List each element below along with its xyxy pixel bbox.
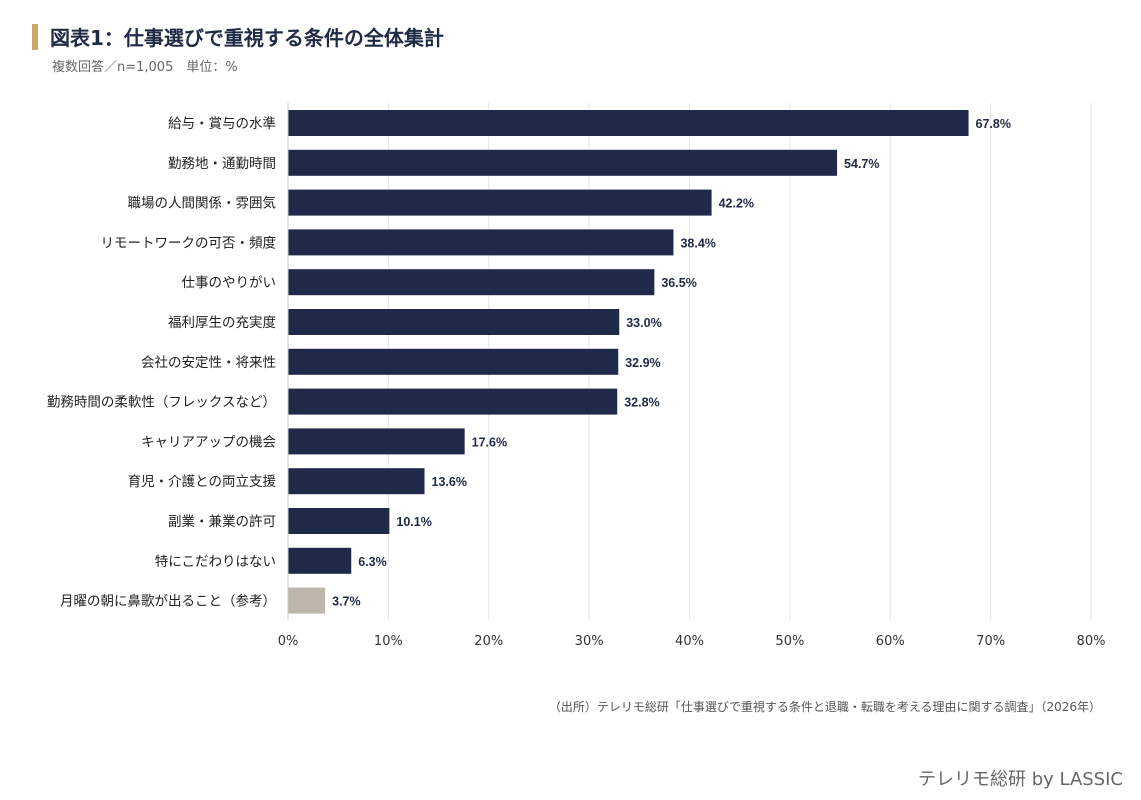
bar (288, 587, 326, 614)
category-label: 勤務時間の柔軟性（フレックスなど） (47, 395, 276, 411)
value-label: 36.5% (661, 276, 696, 290)
x-tick-label: 40% (675, 634, 704, 649)
category-label: 福利厚生の充実度 (168, 315, 276, 331)
x-tick-label: 60% (876, 634, 905, 649)
category-label: 勤務地・通勤時間 (168, 156, 276, 172)
x-tick-label: 10% (374, 634, 403, 649)
bar (288, 229, 674, 256)
category-label: 副業・兼業の許可 (168, 514, 276, 530)
x-tick-label: 50% (775, 634, 804, 649)
x-tick-label: 80% (1077, 634, 1106, 649)
category-label: 特にこだわりはない (155, 554, 276, 570)
value-label: 10.1% (396, 515, 431, 529)
bar (288, 269, 655, 296)
value-label: 42.2% (719, 197, 754, 211)
bar (288, 388, 618, 415)
category-label: 仕事のやりがい (182, 275, 277, 291)
bar (288, 547, 352, 574)
category-label: 会社の安定性・将来性 (141, 355, 276, 371)
value-label: 3.7% (332, 595, 361, 609)
value-label: 33.0% (626, 316, 661, 330)
category-label: 職場の人間関係・雰囲気 (128, 196, 277, 212)
bar (288, 468, 425, 495)
category-label: 給与・賞与の水準 (168, 116, 276, 132)
bar (288, 110, 969, 136)
value-label: 67.8% (976, 117, 1011, 131)
bar (288, 428, 465, 455)
category-label: キャリアアップの機会 (141, 434, 276, 450)
bar (288, 309, 620, 335)
x-tick-label: 70% (976, 634, 1005, 649)
bar (288, 189, 712, 216)
value-label: 32.9% (625, 356, 660, 370)
value-label: 54.7% (844, 157, 879, 171)
category-label: 育児・介護との両立支援 (128, 474, 277, 490)
value-label: 17.6% (472, 435, 507, 449)
chart-subtitle: 複数回答／n=1,005 単位：% (52, 60, 238, 75)
x-tick-label: 30% (575, 634, 604, 649)
category-label: リモートワークの可否・頻度 (101, 235, 277, 251)
brand-credit: テレリモ総研 by LASSIC (917, 769, 1123, 790)
value-label: 6.3% (358, 555, 387, 569)
chart-title: 図表1：仕事選びで重視する条件の全体集計 (50, 26, 444, 50)
source-note: （出所）テレリモ総研「仕事選びで重視する条件と退職・転職を考える理由に関する調査… (548, 700, 1101, 714)
bar (288, 348, 619, 375)
x-tick-label: 20% (474, 634, 503, 649)
bar (288, 508, 390, 534)
value-label: 38.4% (680, 236, 715, 250)
value-label: 32.8% (624, 396, 659, 410)
category-label: 月曜の朝に鼻歌が出ること（参考） (60, 593, 276, 610)
value-label: 13.6% (432, 475, 467, 489)
x-tick-label: 0% (278, 634, 299, 649)
bar (288, 149, 838, 176)
title-accent-bar (32, 24, 38, 50)
